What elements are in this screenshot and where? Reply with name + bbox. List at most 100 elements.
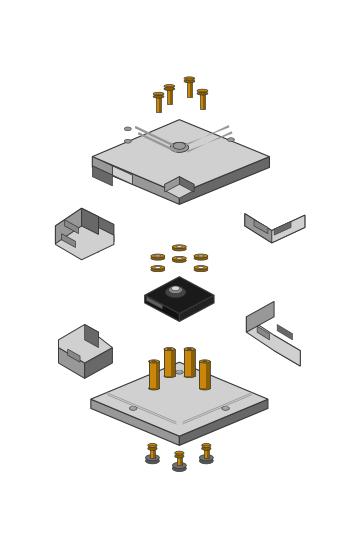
Ellipse shape [194, 256, 208, 260]
Ellipse shape [164, 374, 175, 378]
Polygon shape [199, 362, 210, 389]
Ellipse shape [199, 455, 213, 461]
Polygon shape [194, 256, 208, 258]
Ellipse shape [148, 360, 159, 363]
Polygon shape [184, 125, 230, 147]
Ellipse shape [199, 360, 210, 363]
Polygon shape [62, 233, 76, 248]
Ellipse shape [152, 361, 156, 362]
Ellipse shape [198, 267, 204, 269]
Ellipse shape [203, 361, 207, 362]
Ellipse shape [173, 259, 186, 262]
Ellipse shape [124, 139, 131, 143]
Polygon shape [165, 176, 179, 192]
Ellipse shape [164, 347, 175, 351]
Polygon shape [85, 347, 112, 378]
Polygon shape [92, 157, 112, 175]
Ellipse shape [176, 246, 182, 248]
Polygon shape [190, 81, 192, 96]
Polygon shape [82, 226, 99, 252]
Polygon shape [206, 362, 210, 389]
Polygon shape [245, 214, 305, 243]
Polygon shape [182, 392, 253, 423]
Polygon shape [167, 89, 172, 104]
Polygon shape [156, 96, 161, 112]
Ellipse shape [173, 247, 186, 251]
Polygon shape [92, 157, 179, 204]
Polygon shape [180, 456, 182, 465]
Ellipse shape [164, 87, 175, 90]
Ellipse shape [151, 266, 165, 270]
Ellipse shape [148, 443, 157, 447]
Ellipse shape [153, 95, 164, 98]
Polygon shape [153, 448, 155, 458]
Ellipse shape [177, 370, 182, 373]
Polygon shape [274, 335, 300, 366]
Ellipse shape [197, 89, 208, 93]
Polygon shape [187, 81, 192, 96]
Polygon shape [55, 208, 114, 260]
Ellipse shape [194, 266, 208, 270]
Polygon shape [277, 324, 293, 340]
Polygon shape [106, 394, 177, 425]
Polygon shape [179, 176, 194, 192]
Polygon shape [151, 267, 165, 270]
Polygon shape [164, 349, 175, 376]
Polygon shape [184, 349, 195, 376]
Ellipse shape [222, 407, 230, 410]
Ellipse shape [184, 77, 195, 80]
Polygon shape [177, 456, 182, 465]
Polygon shape [148, 362, 159, 389]
Polygon shape [91, 362, 268, 436]
Ellipse shape [131, 407, 135, 409]
Polygon shape [85, 324, 99, 347]
Ellipse shape [155, 255, 161, 257]
Ellipse shape [184, 374, 195, 378]
Polygon shape [200, 94, 205, 109]
Polygon shape [173, 247, 186, 249]
Polygon shape [55, 208, 82, 244]
Polygon shape [58, 324, 112, 363]
Polygon shape [204, 448, 209, 458]
Polygon shape [274, 221, 291, 235]
Ellipse shape [198, 255, 204, 257]
Ellipse shape [175, 451, 184, 455]
Polygon shape [171, 349, 175, 376]
Ellipse shape [184, 347, 195, 351]
Ellipse shape [146, 455, 159, 461]
Ellipse shape [151, 254, 165, 258]
Ellipse shape [173, 142, 186, 149]
Polygon shape [92, 119, 270, 193]
Polygon shape [159, 96, 161, 112]
Polygon shape [145, 295, 179, 321]
Ellipse shape [175, 454, 184, 458]
Ellipse shape [228, 138, 234, 141]
Ellipse shape [166, 287, 186, 298]
Ellipse shape [176, 258, 182, 259]
Ellipse shape [124, 127, 131, 131]
Ellipse shape [223, 407, 228, 409]
Polygon shape [179, 295, 214, 321]
Ellipse shape [148, 447, 157, 450]
Ellipse shape [167, 349, 172, 350]
Ellipse shape [199, 458, 213, 464]
Ellipse shape [171, 286, 180, 290]
Ellipse shape [184, 79, 195, 83]
Polygon shape [145, 277, 214, 313]
Polygon shape [194, 267, 208, 270]
Ellipse shape [176, 370, 183, 374]
Ellipse shape [173, 463, 186, 469]
Ellipse shape [194, 268, 208, 272]
Polygon shape [203, 94, 205, 109]
Polygon shape [173, 258, 186, 260]
Ellipse shape [187, 349, 191, 350]
Polygon shape [254, 220, 268, 233]
Polygon shape [146, 297, 162, 309]
Polygon shape [68, 349, 80, 362]
Ellipse shape [169, 286, 182, 294]
Ellipse shape [151, 256, 165, 260]
Polygon shape [170, 89, 172, 104]
Polygon shape [138, 132, 177, 153]
Polygon shape [150, 448, 155, 458]
Polygon shape [91, 399, 179, 446]
